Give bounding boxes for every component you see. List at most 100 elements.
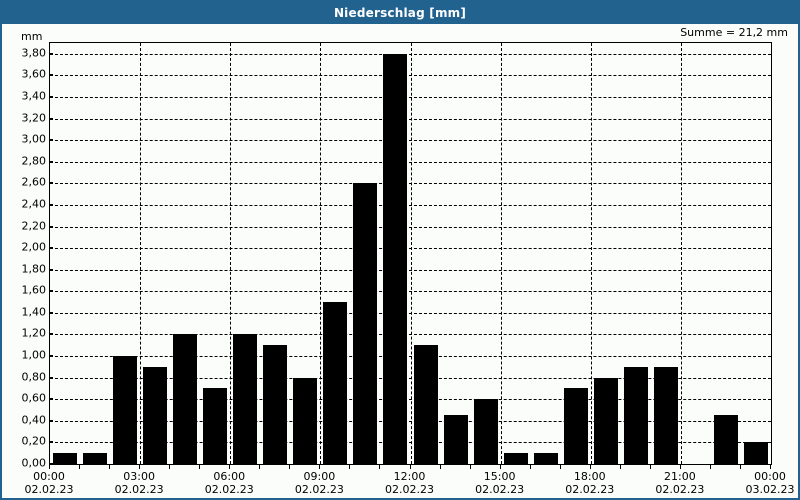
y-axis-tick-label: 0,00 [21, 456, 47, 470]
bar [413, 345, 438, 464]
bar [503, 453, 528, 464]
x-axis-tick-time: 09:00 [303, 470, 336, 483]
y-axis-tick-mark [49, 398, 53, 400]
y-axis-tick-mark [49, 419, 53, 421]
x-axis-tick-date: 02.02.23 [24, 483, 74, 496]
x-axis-tick-label: 09:00 02.02.23 [279, 470, 359, 496]
x-axis-tick-mark [79, 464, 81, 469]
gridline-vertical [410, 43, 412, 464]
x-axis-tick-mark [349, 464, 351, 469]
gridline-vertical [140, 43, 142, 464]
y-axis-tick-label: 1,40 [21, 305, 47, 319]
x-axis-tick-date: 03.02.23 [745, 483, 795, 496]
bar [653, 366, 678, 464]
gridline-vertical [230, 43, 232, 464]
x-axis-tick-time: 12:00 [393, 470, 426, 483]
y-axis-tick-label: 2,60 [21, 175, 47, 189]
plot-area [49, 42, 772, 465]
x-axis-tick-mark [139, 464, 141, 469]
x-axis-tick-mark [619, 464, 621, 469]
y-axis-tick-label: 0,80 [21, 370, 47, 384]
y-axis-tick-mark [49, 355, 53, 357]
y-axis-tick-mark [49, 225, 53, 227]
y-axis-tick-mark [49, 52, 53, 54]
x-axis-tick-mark [259, 464, 261, 469]
x-axis-tick-label: 00:00 02.02.23 [9, 470, 89, 496]
bar [83, 453, 108, 464]
x-axis-tick-time: 00:00 [754, 470, 786, 483]
y-axis-tick-label: 1,20 [21, 326, 47, 340]
y-axis-tick-mark [49, 333, 53, 335]
bar [473, 399, 498, 464]
bar [173, 334, 198, 464]
y-axis-unit-label: mm [21, 30, 43, 43]
y-axis-tick-label: 3,40 [21, 89, 47, 103]
x-axis-tick-mark [409, 464, 411, 469]
y-axis-tick-label: 1,80 [21, 262, 47, 276]
y-axis-labels: 3,80 3,60 3,40 3,20 3,00 2,80 2,60 2,40 2,20 2,00… [2, 42, 47, 469]
y-axis-tick-mark [49, 203, 53, 205]
x-axis-tick-time: 06:00 [213, 470, 246, 483]
y-axis-tick-mark [49, 160, 53, 162]
x-axis-tick-time: 15:00 [483, 470, 516, 483]
y-axis-tick-mark [49, 268, 53, 270]
x-axis-tick-mark [289, 464, 291, 469]
bar [713, 415, 738, 464]
x-axis-tick-mark [709, 464, 711, 469]
gridline-vertical [590, 43, 592, 464]
x-axis-tick-time: 21:00 [664, 470, 696, 483]
plot-inner [50, 43, 771, 464]
x-axis-tick-label: 21:00 02.02.23 [640, 470, 720, 496]
window-title-bar: Niederschlag [mm] [2, 2, 798, 24]
x-axis-tick-time: 18:00 [573, 470, 606, 483]
x-axis-tick-mark [649, 464, 651, 469]
x-axis-tick-mark [169, 464, 171, 469]
y-axis-tick-label: 0,20 [21, 434, 47, 448]
y-axis-tick-label: 0,60 [21, 391, 47, 405]
y-axis-tick-label: 0,40 [21, 413, 47, 427]
x-axis-tick-time: 03:00 [123, 470, 155, 483]
bar [563, 388, 588, 464]
y-axis-tick-mark [49, 182, 53, 184]
x-axis-tick-mark [739, 464, 741, 469]
x-axis-tick-date: 02.02.23 [655, 483, 705, 496]
x-axis-tick-date: 02.02.23 [294, 483, 344, 496]
x-axis-tick-mark [469, 464, 471, 469]
x-axis-tick-mark [499, 464, 501, 469]
x-axis-tick-mark [589, 464, 591, 469]
x-axis-tick-date: 02.02.23 [565, 483, 615, 496]
y-axis-tick-label: 3,00 [21, 132, 47, 146]
y-axis-tick-mark [49, 376, 53, 378]
y-axis-tick-mark [49, 247, 53, 249]
bar [533, 453, 558, 464]
y-axis-tick-label: 2,80 [21, 154, 47, 168]
x-axis-tick-label: 06:00 02.02.23 [189, 470, 269, 496]
x-axis-tick-date: 02.02.23 [204, 483, 254, 496]
gridline-vertical [500, 43, 502, 464]
x-axis-tick-time: 00:00 [33, 470, 65, 483]
y-axis-tick-label: 3,60 [21, 67, 47, 81]
sum-annotation: Summe = 21,2 mm [680, 26, 788, 39]
x-axis-tick-mark [529, 464, 531, 469]
y-axis-tick-label: 2,00 [21, 240, 47, 254]
x-axis-tick-label: 00:00 03.02.23 [730, 470, 800, 496]
y-axis-tick-mark [49, 117, 53, 119]
x-axis-tick-mark [109, 464, 111, 469]
x-axis-tick-date: 02.02.23 [475, 483, 525, 496]
x-axis-tick-mark [439, 464, 441, 469]
bar [263, 345, 288, 464]
x-axis-tick-mark [770, 464, 771, 469]
y-axis-tick-mark [49, 139, 53, 141]
bar [293, 377, 318, 464]
y-axis-tick-mark [49, 463, 53, 464]
gridline-vertical [680, 43, 682, 464]
x-axis-tick-mark [199, 464, 201, 469]
x-axis-tick-label: 15:00 02.02.23 [460, 470, 540, 496]
y-axis-tick-mark [49, 290, 53, 292]
bar [143, 366, 168, 464]
x-axis-tick-label: 03:00 02.02.23 [99, 470, 179, 496]
y-axis-tick-label: 1,60 [21, 283, 47, 297]
x-axis-tick-label: 18:00 02.02.23 [550, 470, 630, 496]
bar [593, 377, 618, 464]
